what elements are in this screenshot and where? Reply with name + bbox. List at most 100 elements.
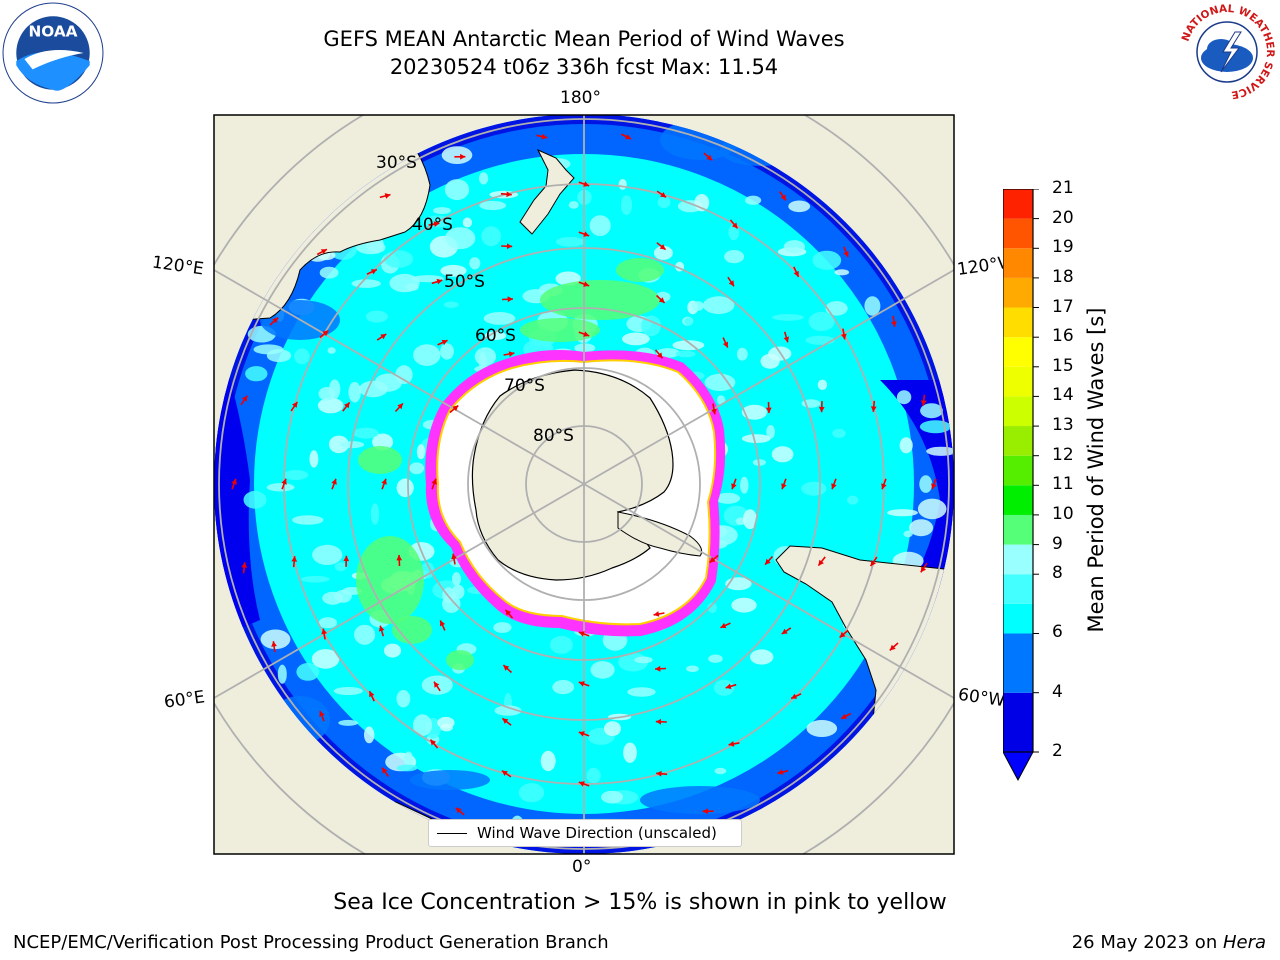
wind-wave-arrow: [342, 401, 351, 412]
lat-label-70: 70°S: [504, 376, 545, 396]
period-patch: [568, 201, 579, 209]
period-patch: [589, 215, 611, 237]
period-patch: [586, 767, 601, 784]
period-patch: [917, 498, 947, 520]
wind-wave-arrow: [709, 554, 719, 564]
period-patch: [374, 373, 402, 392]
wind-wave-arrow: [343, 555, 350, 567]
map-legend: Wind Wave Direction (unscaled): [428, 819, 742, 847]
period-patch: [353, 427, 379, 439]
period-patch: [641, 315, 662, 337]
colorbar-tick-label: 8: [1052, 563, 1063, 584]
wind-wave-arrow: [818, 401, 825, 413]
colorbar-tick-label: 2: [1052, 741, 1063, 761]
period-patch: [462, 217, 473, 228]
wind-wave-arrow: [319, 329, 329, 339]
wind-wave-arrow: [720, 622, 731, 629]
new-zealand: [519, 148, 575, 235]
map-subtitle: 20230524 t06z 336h fcst Max: 11.54: [389, 55, 779, 79]
period-patch: [634, 656, 653, 664]
wind-wave-arrow: [731, 478, 737, 490]
wind-wave-arrow: [500, 191, 512, 198]
lat-label-60: 60°S: [475, 326, 516, 346]
period-patch: [389, 273, 420, 293]
period-patch: [864, 296, 881, 316]
colorbar-segment: [1003, 366, 1033, 397]
period-patch: [741, 404, 768, 420]
period-patch: [926, 446, 954, 456]
period-patch: [412, 714, 433, 737]
wind-wave-arrow: [656, 242, 667, 251]
wind-wave-arrow: [439, 620, 446, 631]
wind-wave-arrow: [781, 478, 787, 490]
wind-wave-arrow: [316, 248, 328, 256]
wind-wave-arrow: [231, 478, 237, 490]
lat-label-40: 40°S: [412, 215, 453, 235]
period-patch: [825, 301, 848, 316]
wind-wave-arrow: [578, 631, 590, 637]
latitude-labels: 30°S 40°S 50°S 60°S 70°S 80°S: [376, 153, 574, 446]
colorbar-segment: [1003, 514, 1033, 545]
period-patch: [334, 562, 347, 572]
period-patch: [899, 437, 913, 454]
period-patch-green: [616, 258, 664, 282]
period-patch: [334, 589, 352, 603]
wind-wave-arrow: [578, 331, 590, 337]
period-patch: [396, 764, 418, 772]
wind-wave-arrow: [321, 628, 327, 640]
period-patch: [294, 348, 310, 365]
period-patch: [903, 530, 913, 538]
wind-wave-arrow: [454, 153, 466, 160]
period-patch: [452, 584, 465, 600]
period-patch: [788, 200, 811, 213]
colorbar-tick-label: 17: [1052, 296, 1074, 317]
wind-wave-arrow: [765, 401, 772, 414]
period-patch: [445, 227, 476, 250]
colorbar-segment: [1003, 307, 1033, 338]
period-patch: [348, 381, 362, 403]
colorbar-segment: [1003, 603, 1033, 634]
period-patch: [309, 450, 319, 468]
wind-wave-arrow: [376, 333, 387, 341]
colorbar: [1002, 188, 1083, 793]
colorbar-segment: [1003, 248, 1033, 278]
sea-ice-edge: [425, 350, 726, 637]
wind-wave-arrow: [931, 478, 937, 490]
period-patch: [328, 435, 349, 454]
wind-wave-arrow: [654, 349, 664, 359]
wind-wave-arrow: [725, 683, 737, 690]
legend-label: Wind Wave Direction (unscaled): [477, 824, 717, 842]
period-patch: [266, 483, 295, 492]
period-patch: [329, 379, 341, 400]
colorbar-segment: [1003, 485, 1033, 515]
period-patch: [277, 664, 287, 684]
period-patch: [327, 347, 336, 354]
wind-wave-arrow: [920, 394, 927, 406]
period-patch: [354, 624, 376, 645]
wind-wave-arrow: [781, 627, 792, 635]
wind-wave-arrows: [231, 133, 937, 835]
wind-wave-arrow: [451, 553, 457, 565]
period-patch: [451, 572, 462, 586]
period-patch: [444, 179, 470, 201]
wind-wave-arrow: [777, 769, 789, 775]
wind-wave-arrow: [841, 328, 847, 340]
period-patch: [383, 643, 402, 658]
period-patch: [441, 146, 473, 165]
period-patch: [518, 783, 545, 803]
wind-wave-arrow: [433, 681, 441, 692]
period-patch: [440, 343, 454, 360]
wind-wave-arrow: [449, 404, 459, 414]
wind-wave-arrow: [381, 767, 390, 777]
period-patch: [404, 751, 414, 768]
colorbar-tick-label: 13: [1052, 415, 1074, 436]
map-frame: [213, 114, 955, 855]
period-patch: [312, 544, 343, 566]
wind-wave-arrow: [831, 478, 837, 490]
period-patch: [806, 720, 838, 737]
period-patch: [260, 629, 291, 650]
wind-wave-arrow: [727, 276, 735, 287]
wind-wave-arrow: [722, 337, 729, 348]
period-patch: [771, 446, 794, 463]
